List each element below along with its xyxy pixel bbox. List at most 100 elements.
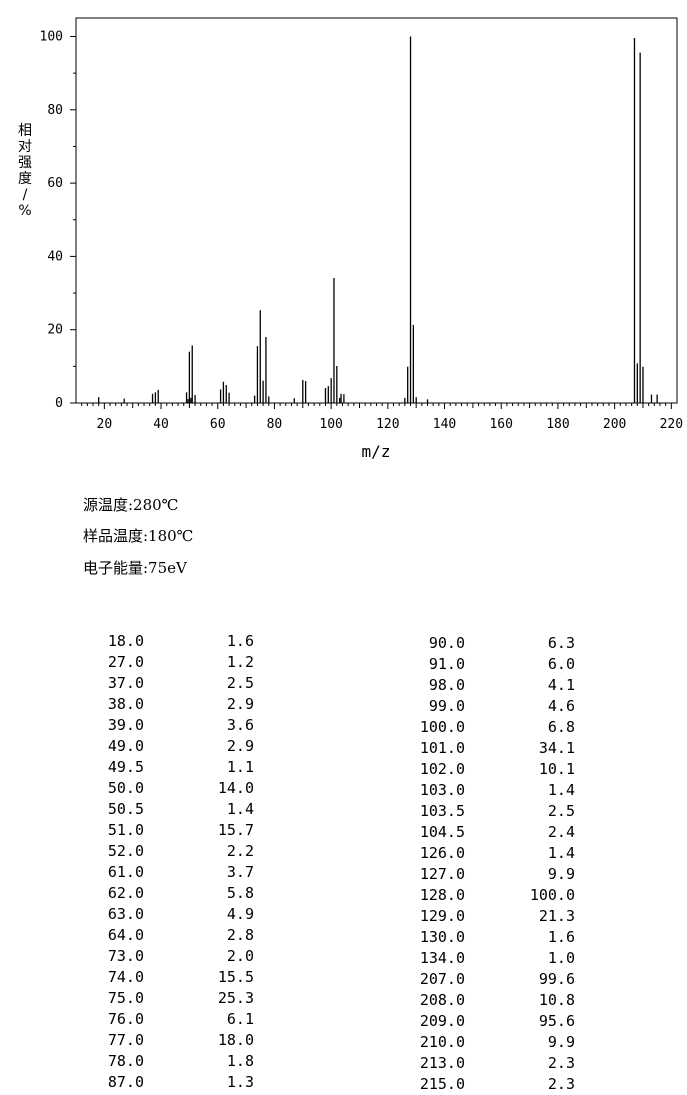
- peak-table-left-row: 77.0 18.0: [0, 1030, 687, 1051]
- x-tick-label: 220: [660, 417, 683, 432]
- chart-axes: [75, 17, 678, 404]
- intensity-value: 18.0: [217, 1031, 254, 1049]
- x-tick-label: 100: [319, 417, 342, 432]
- mz-value: 78.0: [107, 1052, 144, 1070]
- mz-value: 129.0: [419, 907, 465, 925]
- mz-value: 130.0: [419, 928, 465, 946]
- electron-energy: 电子能量:75eV: [83, 559, 187, 577]
- intensity-value: 1.6: [226, 632, 254, 650]
- plot-frame: [75, 17, 678, 404]
- intensity-value: 4.9: [226, 905, 254, 923]
- intensity-value: 95.6: [538, 1012, 575, 1030]
- peak-table-right-row: 103.5 2.5: [0, 801, 687, 822]
- peak-table-left-row: 49.0 2.9: [0, 736, 687, 757]
- mz-value: 128.0: [419, 886, 465, 904]
- mz-value: 27.0: [107, 653, 144, 671]
- peak-table-right-row: 103.0 1.4: [0, 780, 687, 801]
- y-tick-label: 0: [55, 396, 63, 411]
- intensity-value: 1.8: [226, 1052, 254, 1070]
- mz-value: 213.0: [419, 1054, 465, 1072]
- intensity-value: 10.1: [538, 760, 575, 778]
- intensity-value: 3.6: [226, 716, 254, 734]
- intensity-value: 9.9: [547, 1033, 575, 1051]
- intensity-value: 4.6: [547, 697, 575, 715]
- peak-table-left-row: 62.0 5.8: [0, 883, 687, 904]
- x-tick-label: 200: [603, 417, 626, 432]
- peak-table-left-row: 75.0 25.3: [0, 988, 687, 1009]
- x-tick-label: 140: [433, 417, 456, 432]
- peak-table-right: 90.0 6.3 91.0 6.0 98.0 4.1 99.0 4.6 100.0 6.8 101.…: [0, 633, 687, 1093]
- intensity-value: 4.1: [547, 676, 575, 694]
- x-tick-label: 120: [376, 417, 399, 432]
- intensity-value: 2.2: [226, 842, 254, 860]
- x-tick-label: 60: [210, 417, 226, 432]
- intensity-value: 15.5: [217, 968, 254, 986]
- y-axis-label-char: /: [23, 187, 28, 203]
- sample-temperature: 样品温度:180℃: [83, 527, 194, 545]
- mz-value: 38.0: [107, 695, 144, 713]
- peak-table-right-row: 127.0 9.9: [0, 864, 687, 885]
- intensity-value: 99.6: [538, 970, 575, 988]
- y-tick-label: 20: [47, 323, 63, 338]
- y-tick-label: 80: [47, 103, 63, 118]
- mz-value: 215.0: [419, 1075, 465, 1093]
- intensity-value: 2.3: [547, 1054, 575, 1072]
- y-axis-label-char: 度: [18, 171, 32, 187]
- mz-value: 126.0: [419, 844, 465, 862]
- peak-table-left-row: 74.0 15.5: [0, 967, 687, 988]
- peak-table-right-row: 215.0 2.3: [0, 1074, 687, 1095]
- intensity-value: 1.6: [547, 928, 575, 946]
- peak-table-right-row: 102.0 10.1: [0, 759, 687, 780]
- peak-table-right-row: 134.0 1.0: [0, 948, 687, 969]
- mz-value: 98.0: [428, 676, 465, 694]
- intensity-value: 1.2: [226, 653, 254, 671]
- y-axis-label-char: 对: [18, 139, 32, 155]
- mz-value: 208.0: [419, 991, 465, 1009]
- intensity-value: 2.9: [226, 695, 254, 713]
- chart-ticks: 20 40 60 80 100 120 140 160 180 200 220 0 20 40 60 80 10…: [40, 30, 684, 433]
- mz-value: 51.0: [107, 821, 144, 839]
- mz-value: 87.0: [107, 1073, 144, 1091]
- mz-value: 75.0: [107, 989, 144, 1007]
- peak-table-left-row: 52.0 2.2: [0, 841, 687, 862]
- peak-table-left-row: 51.0 15.7: [0, 820, 687, 841]
- intensity-value: 14.0: [217, 779, 254, 797]
- chart-bars: [98, 36, 658, 403]
- peak-table-left-row: 64.0 2.8: [0, 925, 687, 946]
- mz-value: 73.0: [107, 947, 144, 965]
- mz-value: 61.0: [107, 863, 144, 881]
- mz-value: 74.0: [107, 968, 144, 986]
- y-axis-label: 相对强度/%: [18, 123, 32, 219]
- mz-value: 103.0: [419, 781, 465, 799]
- mz-value: 102.0: [419, 760, 465, 778]
- peak-table-left: 18.0 1.6 27.0 1.2 37.0 2.5 38.0 2.9 39.0 3.6 49.0 2…: [0, 631, 687, 1091]
- intensity-value: 15.7: [217, 821, 254, 839]
- mass-spectrum-chart: 20 40 60 80 100 120 140 160 180 200 220 0 20 40 60 80 10…: [18, 17, 684, 461]
- peak-table-right-row: 128.0 100.0: [0, 885, 687, 906]
- y-tick-label: 40: [47, 249, 63, 264]
- intensity-value: 6.3: [547, 634, 575, 652]
- mz-value: 104.5: [419, 823, 465, 841]
- peak-table-right-row: 207.0 99.6: [0, 969, 687, 990]
- peak-table-left-row: 38.0 2.9: [0, 694, 687, 715]
- peak-table-left-row: 63.0 4.9: [0, 904, 687, 925]
- intensity-value: 9.9: [547, 865, 575, 883]
- x-tick-label: 40: [153, 417, 169, 432]
- intensity-value: 1.4: [226, 800, 254, 818]
- peak-table-right-row: 100.0 6.8: [0, 717, 687, 738]
- peak-table-right-row: 91.0 6.0: [0, 654, 687, 675]
- peak-table-right-row: 98.0 4.1: [0, 675, 687, 696]
- intensity-value: 1.1: [226, 758, 254, 776]
- x-tick-label: 20: [97, 417, 113, 432]
- mz-value: 49.5: [107, 758, 144, 776]
- intensity-value: 25.3: [217, 989, 254, 1007]
- intensity-value: 6.8: [547, 718, 575, 736]
- mz-value: 100.0: [419, 718, 465, 736]
- intensity-value: 2.3: [547, 1075, 575, 1093]
- peak-table-right-row: 130.0 1.6: [0, 927, 687, 948]
- peak-table-right-row: 209.0 95.6: [0, 1011, 687, 1032]
- intensity-value: 34.1: [538, 739, 575, 757]
- peak-table-right-row: 104.5 2.4: [0, 822, 687, 843]
- mz-value: 62.0: [107, 884, 144, 902]
- mz-value: 49.0: [107, 737, 144, 755]
